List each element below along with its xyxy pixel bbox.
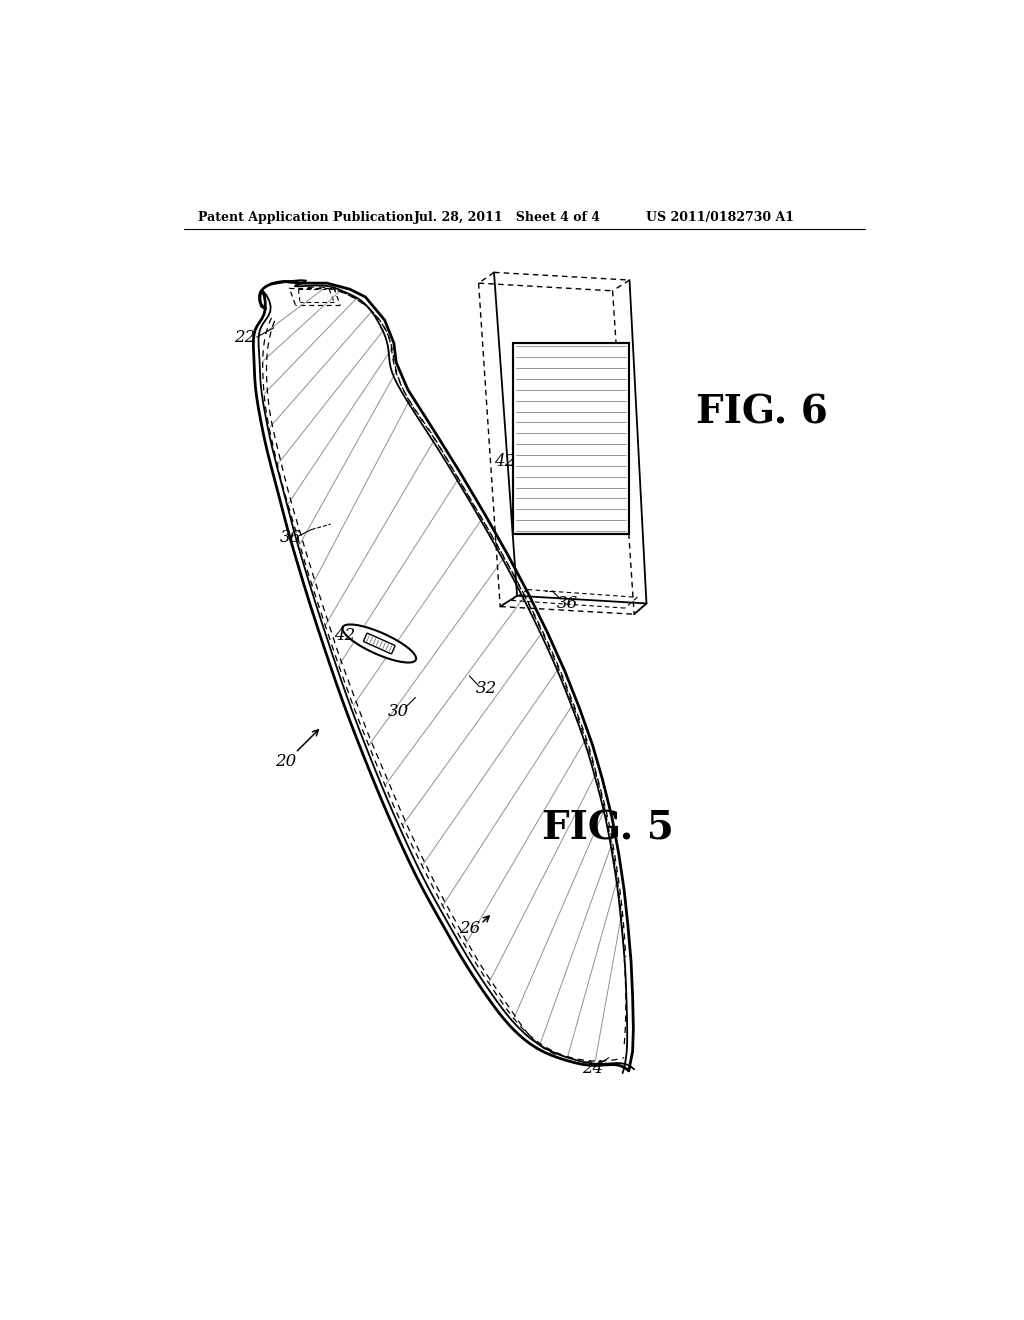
Text: 20: 20 — [275, 752, 297, 770]
Text: FIG. 5: FIG. 5 — [542, 809, 674, 847]
Text: Patent Application Publication: Patent Application Publication — [199, 211, 414, 224]
Bar — [513, 343, 629, 535]
Text: 26: 26 — [459, 920, 480, 937]
Text: 32: 32 — [476, 680, 497, 697]
Text: 22: 22 — [233, 329, 255, 346]
FancyBboxPatch shape — [364, 634, 395, 653]
Polygon shape — [254, 281, 634, 1071]
Text: 30: 30 — [388, 702, 410, 719]
Polygon shape — [342, 624, 416, 663]
Text: US 2011/0182730 A1: US 2011/0182730 A1 — [646, 211, 795, 224]
Text: Jul. 28, 2011   Sheet 4 of 4: Jul. 28, 2011 Sheet 4 of 4 — [414, 211, 601, 224]
Text: 24: 24 — [582, 1060, 603, 1077]
Text: 42: 42 — [495, 453, 515, 470]
Text: 42: 42 — [334, 627, 355, 644]
Text: 36: 36 — [280, 529, 301, 545]
Text: FIG. 6: FIG. 6 — [696, 393, 827, 432]
Text: 36: 36 — [556, 595, 578, 612]
